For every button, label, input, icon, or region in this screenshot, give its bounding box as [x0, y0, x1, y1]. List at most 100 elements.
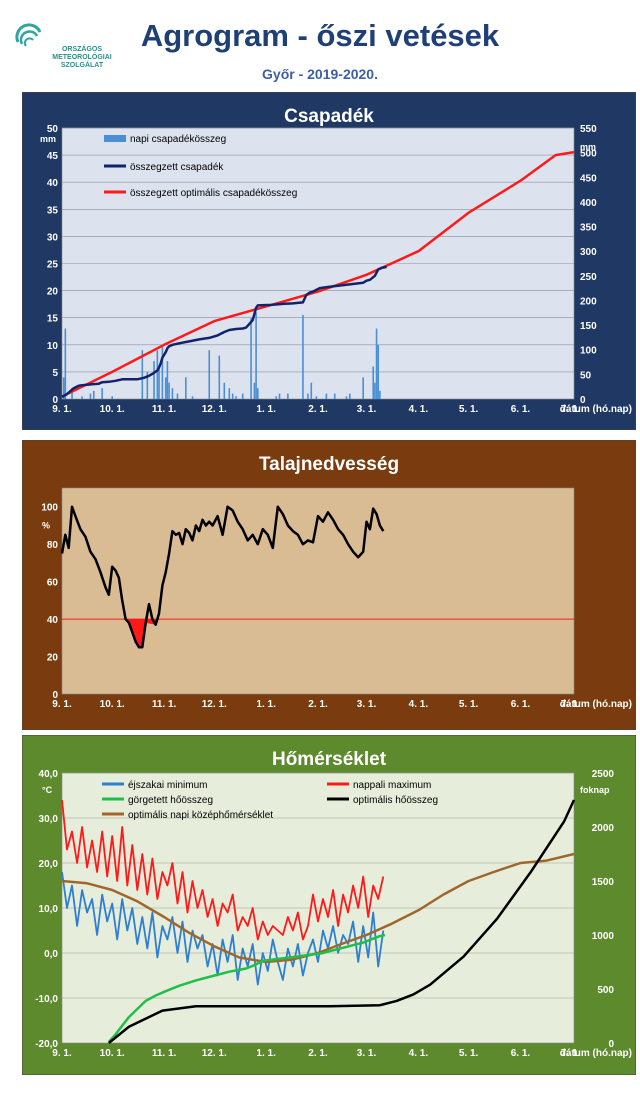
precip-bar: [158, 366, 160, 399]
x-tick-label: 12. 1.: [202, 699, 227, 710]
x-tick-label: 5. 1.: [459, 1048, 479, 1059]
precip-bar: [253, 382, 256, 399]
y-tick-label: 60: [47, 578, 59, 589]
legend-swatch-bar: [104, 135, 126, 142]
precip-bar: [164, 377, 167, 399]
precip-bar: [81, 396, 83, 399]
x-tick-label: 7. 1.: [561, 404, 581, 415]
y2-tick-label: 500: [580, 149, 597, 160]
precip-bar: [146, 371, 149, 399]
y2-tick-label: 450: [580, 173, 597, 184]
y2-tick-label: 150: [580, 321, 597, 332]
x-tick-label: 5. 1.: [459, 404, 479, 415]
x-tick-label: 6. 1.: [511, 404, 531, 415]
y-tick-label: 40: [47, 615, 59, 626]
y-axis-unit: °C: [42, 785, 53, 795]
x-tick-label: 2. 1.: [308, 1048, 328, 1059]
precip-bar: [153, 361, 155, 399]
x-tick-label: 2. 1.: [308, 699, 328, 710]
precip-bar: [208, 350, 211, 399]
x-axis-label: dátum (hó.nap): [560, 404, 632, 415]
precip-bar: [101, 388, 103, 399]
precip-bar: [235, 396, 237, 399]
precip-bar: [302, 314, 304, 399]
precip-bar: [275, 396, 277, 399]
precip-bar: [161, 344, 164, 399]
cumulative-precip-line: [61, 265, 387, 399]
legend-label: összegzett optimális csapadékösszeg: [130, 188, 297, 199]
page-header: ORSZÁGOS METEOROLÓGIAI SZOLGÁLAT Agrogra…: [0, 0, 640, 90]
y2-tick-label: 550: [580, 124, 597, 135]
precip-bar: [315, 396, 318, 399]
x-tick-label: 1. 1.: [256, 1048, 276, 1059]
y2-tick-label: 50: [580, 370, 592, 381]
x-tick-label: 9. 1.: [52, 1048, 72, 1059]
precip-bar: [348, 393, 351, 399]
precip-bar: [111, 396, 113, 399]
y2-tick-label: 0: [608, 1039, 614, 1050]
y-tick-label: 20,0: [39, 859, 59, 870]
legend-label: nappali maximum: [353, 780, 431, 791]
x-tick-label: 10. 1.: [100, 404, 125, 415]
y-tick-label: 10,0: [39, 904, 59, 915]
precip-bar: [166, 361, 169, 399]
night-min-line: [61, 871, 385, 986]
y-tick-label: 100: [41, 503, 58, 514]
y2-tick-label: 250: [580, 272, 597, 283]
y2-tick-label: 400: [580, 198, 597, 209]
page-title: Agrogram - őszi vetések: [140, 18, 500, 53]
precip-bar: [171, 388, 174, 399]
y-tick-label: 10: [47, 341, 59, 352]
precip-bar: [218, 355, 221, 399]
x-tick-label: 7. 1.: [561, 1048, 581, 1059]
x-tick-label: 1. 1.: [256, 699, 276, 710]
x-tick-label: 10. 1.: [100, 1048, 125, 1059]
x-tick-label: 12. 1.: [202, 1048, 227, 1059]
x-tick-label: 11. 1.: [152, 699, 177, 710]
precip-bar: [228, 388, 231, 399]
precip-bar: [92, 390, 95, 399]
y-tick-label: 20: [47, 287, 59, 298]
precip-bar: [191, 396, 194, 399]
y-tick-label: 15: [47, 314, 59, 325]
logo-line-1: ORSZÁGOS: [61, 46, 103, 53]
logo-text: ORSZÁGOS METEOROLÓGIAI SZOLGÁLAT: [52, 46, 112, 70]
legend-label: optimális hőösszeg: [353, 795, 438, 806]
legend-label: görgetett hőösszeg: [128, 795, 213, 806]
y-tick-label: 40,0: [39, 769, 59, 780]
precip-bar: [64, 328, 67, 399]
legend-label: éjszakai minimum: [128, 780, 207, 791]
precip-bar: [255, 312, 257, 399]
rolling-heat-sum-line: [107, 933, 386, 1043]
precip-bar: [141, 350, 144, 399]
x-tick-label: 3. 1.: [357, 404, 377, 415]
y-tick-label: -20,0: [35, 1039, 58, 1050]
precip-bar: [223, 382, 226, 399]
chart-title: Hőmérséklet: [272, 749, 387, 770]
precip-bar: [377, 344, 380, 399]
y2-axis-unit: mm: [580, 142, 596, 152]
y2-tick-label: 1000: [592, 931, 615, 942]
y2-tick-label: 200: [580, 296, 597, 307]
x-tick-label: 9. 1.: [52, 404, 72, 415]
temperature-chart: Hőmérséklet 9. 1. 10. 1. 11. 1. 12. 1. 1. 1. 2…: [22, 735, 636, 1075]
y-tick-label: 0,0: [44, 949, 58, 960]
x-tick-label: 10. 1.: [100, 699, 125, 710]
y-tick-label: 80: [47, 540, 59, 551]
precip-bar: [176, 393, 179, 399]
y2-tick-label: 0: [580, 395, 586, 406]
precip-bar: [372, 366, 375, 399]
y-axis-unit: mm: [40, 134, 56, 144]
y-tick-label: 5: [52, 368, 58, 379]
x-tick-label: 6. 1.: [511, 1048, 531, 1059]
precip-bar: [241, 393, 244, 399]
precip-bar: [62, 377, 65, 399]
y-tick-label: 50: [47, 124, 59, 135]
legend-label: optimális napi középhőmérséklet: [128, 810, 273, 821]
x-tick-label: 11. 1.: [152, 404, 177, 415]
omsz-logo: ORSZÁGOS METEOROLÓGIAI SZOLGÁLAT: [10, 22, 120, 69]
precip-bar: [325, 393, 328, 399]
precip-bar: [310, 382, 313, 399]
page-subtitle: Győr - 2019-2020.: [262, 66, 378, 82]
y-tick-label: 0: [52, 690, 58, 701]
